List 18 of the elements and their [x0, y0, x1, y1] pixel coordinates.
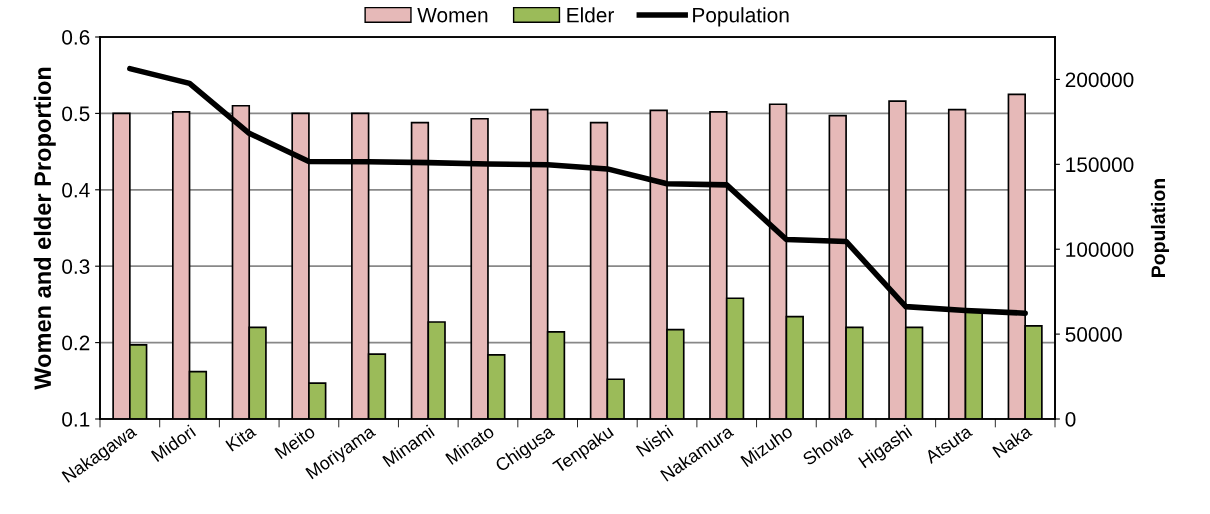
y-tick-label: 0.5 [62, 106, 90, 122]
y2-tick-label: 150000 [1066, 157, 1134, 173]
y-tick-label: 0.4 [62, 182, 90, 198]
y-tick-label: 0.2 [62, 335, 90, 351]
y2-tick-label: 200000 [1065, 72, 1134, 88]
legend-label: Elder [567, 7, 614, 23]
x-tick-label: Naka [991, 423, 1033, 459]
y-tick-label: 0.3 [62, 259, 90, 274]
x-tick-label: Kita [224, 423, 257, 452]
y2-tick-label: 100000 [1066, 242, 1134, 257]
y2-tick-label: 0 [1065, 412, 1076, 427]
y-tick-label: 0.6 [62, 30, 90, 45]
y2-axis-title: Population [1150, 178, 1170, 277]
y-tick-label: 0.1 [62, 412, 90, 427]
y-axis-title: Women and elder Proportion [33, 67, 56, 390]
y2-tick-label: 50000 [1065, 327, 1122, 342]
legend-label: Women [417, 7, 488, 23]
legend-label: Population [693, 7, 789, 27]
